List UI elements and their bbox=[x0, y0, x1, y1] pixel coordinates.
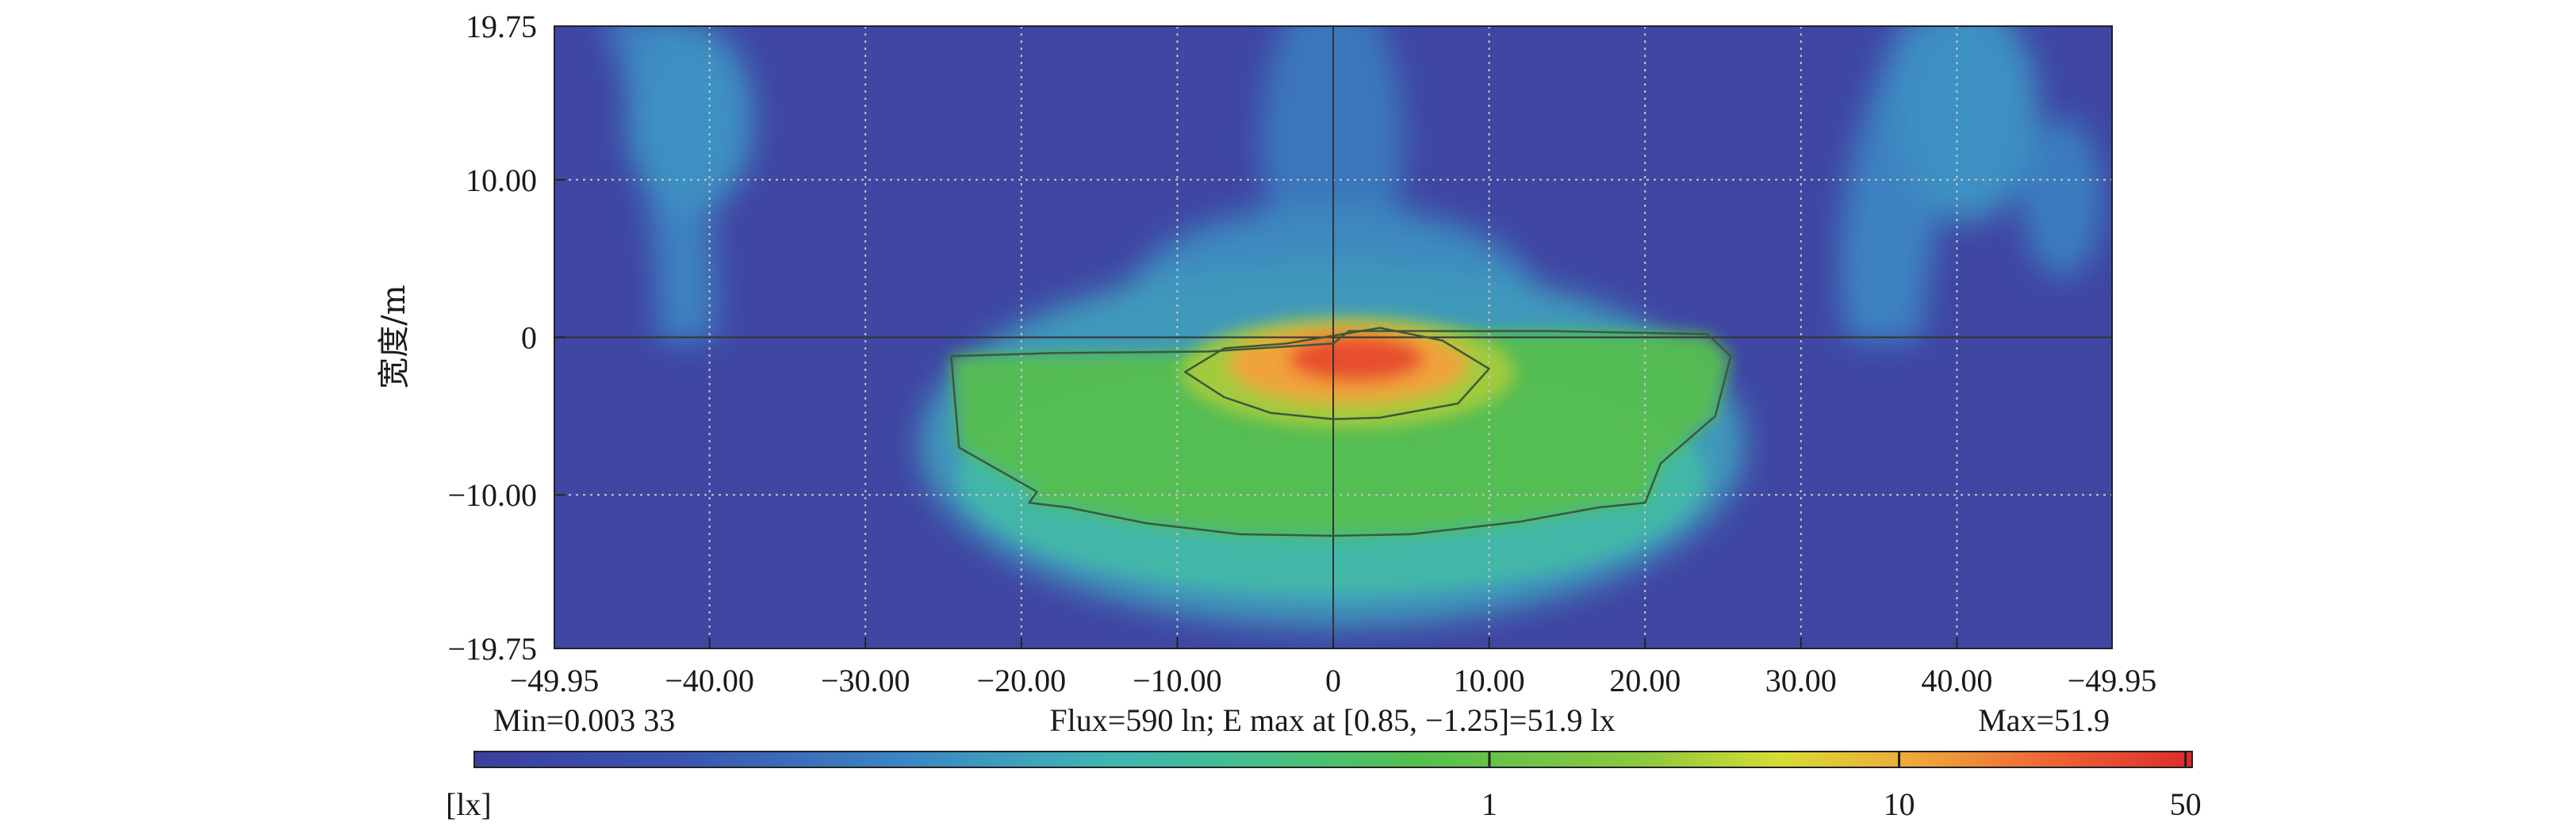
axis-crosshair bbox=[554, 26, 2112, 648]
y-tick-label: −10.00 bbox=[447, 477, 537, 513]
max-label: Max=51.9 bbox=[1978, 702, 2110, 738]
y-axis-label: 宽度/m bbox=[376, 285, 412, 388]
lit-region-fill bbox=[951, 331, 1731, 536]
y-tick-labels: 19.75 10.00 0 −10.00 −19.75 bbox=[447, 9, 537, 667]
colorbar: 1 10 50 [lx] bbox=[446, 751, 2202, 822]
y-tick-label: −19.75 bbox=[447, 631, 537, 667]
tick-marks bbox=[554, 25, 2113, 649]
y-tick-label: 10.00 bbox=[466, 163, 537, 198]
contour-10 bbox=[1183, 327, 1490, 421]
contour-1 bbox=[950, 330, 1732, 537]
colorbar-tick-label: 10 bbox=[1884, 786, 1915, 822]
x-tick-labels: −49.95 −40.00 −30.00 −20.00 −10.00 0 10.00 20.0… bbox=[510, 663, 2157, 698]
x-tick-label: −40.00 bbox=[665, 663, 754, 698]
x-tick-label: −20.00 bbox=[977, 663, 1067, 698]
flux-label: Flux=590 ln; E max at [0.85, −1.25]=51.9… bbox=[1049, 702, 1615, 738]
x-tick-label: 0 bbox=[1325, 663, 1341, 698]
colorbar-tick-label: 1 bbox=[1482, 786, 1497, 822]
min-label: Min=0.003 33 bbox=[493, 702, 675, 738]
colorbar-ticks: 1 10 50 bbox=[1482, 752, 2202, 822]
x-tick-label: −49.95 bbox=[510, 663, 600, 698]
x-tick-label: −30.00 bbox=[821, 663, 910, 698]
x-tick-label: 30.00 bbox=[1765, 663, 1837, 698]
y-tick-label: 19.75 bbox=[466, 9, 537, 44]
x-tick-label: 20.00 bbox=[1609, 663, 1681, 698]
x-tick-label: −49.95 bbox=[2068, 663, 2157, 698]
contour-lines bbox=[950, 327, 1732, 537]
colorbar-tick-label: 50 bbox=[2170, 786, 2202, 822]
x-tick-label: −10.00 bbox=[1133, 663, 1222, 698]
y-tick-label: 0 bbox=[521, 320, 537, 356]
colorbar-gradient bbox=[473, 751, 2193, 768]
x-tick-label: 10.00 bbox=[1454, 663, 1525, 698]
x-tick-label: 40.00 bbox=[1921, 663, 1992, 698]
colorbar-unit-label: [lx] bbox=[446, 786, 492, 822]
